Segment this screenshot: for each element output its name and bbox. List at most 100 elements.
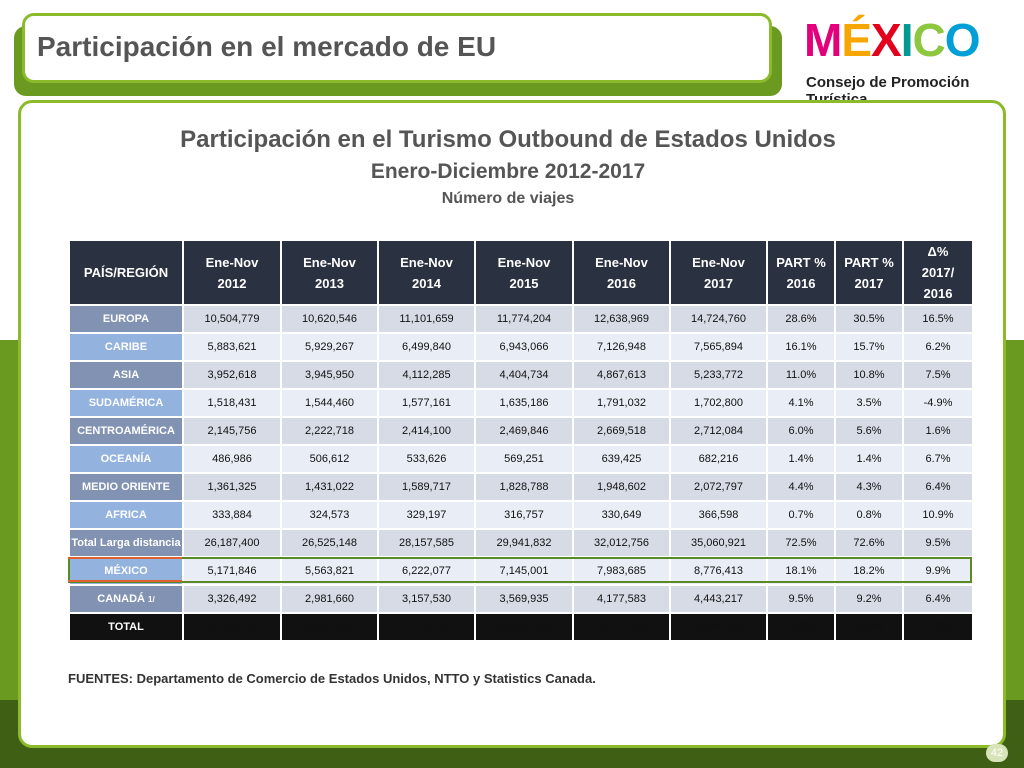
logo-letter: É: [841, 14, 872, 66]
value-cell: 1,828,788: [474, 472, 574, 502]
value-cell: 3,952,618: [182, 360, 282, 390]
table-row: AFRICA 333,884 324,573 329,197 316,757 330,64…: [68, 500, 974, 530]
value-cell: 10,620,546: [280, 304, 379, 334]
source-note: FUENTES: Departamento de Comercio de Est…: [68, 671, 596, 686]
value-cell: 3,569,935: [474, 584, 574, 614]
value-cell: 1,431,022: [280, 472, 379, 502]
value-cell: 11,101,659: [377, 304, 476, 334]
value-cell: 2,072,797: [669, 472, 768, 502]
value-cell: 639,425: [572, 444, 671, 474]
region-cell: OCEANÍA: [68, 444, 184, 474]
value-cell: 2,669,518: [572, 416, 671, 446]
value-cell: 1.6%: [902, 416, 974, 446]
value-cell: 5,563,821: [280, 556, 379, 586]
value-cell: 32,012,756: [572, 528, 671, 558]
value-cell: 6.7%: [902, 444, 974, 474]
value-cell: 18.1%: [766, 556, 836, 586]
header-2016: Ene-Nov 2016: [572, 239, 671, 306]
value-cell: 2,222,718: [280, 416, 379, 446]
value-cell: 506,612: [280, 444, 379, 474]
value-cell: 2,712,084: [669, 416, 768, 446]
table-row: ASIA 3,952,618 3,945,950 4,112,285 4,404,734…: [68, 360, 974, 390]
logo-letter: O: [944, 14, 981, 66]
value-cell: 72.5%: [766, 528, 836, 558]
value-cell: 0.7%: [766, 500, 836, 530]
value-cell: 12,638,969: [572, 304, 671, 334]
value-cell: 1,948,602: [572, 472, 671, 502]
title-box: Participación en el mercado de EU: [22, 13, 772, 83]
value-cell: 329,197: [377, 500, 476, 530]
table-row: CANADÁ 1/3,326,492 2,981,660 3,157,530 3,56…: [68, 584, 974, 614]
value-cell: 30.5%: [834, 304, 904, 334]
value-cell: 4,177,583: [572, 584, 671, 614]
value-cell: 5,233,772: [669, 360, 768, 390]
header-delta: Δ% 2017/2016: [902, 239, 974, 306]
value-cell: 18.2%: [834, 556, 904, 586]
value-cell: 1,518,431: [182, 388, 282, 418]
value-cell: 1.4%: [834, 444, 904, 474]
region-cell: SUDAMÉRICA: [68, 388, 184, 418]
logo-letter: M: [804, 14, 842, 66]
value-cell: 3,157,530: [377, 584, 476, 614]
value-cell: 3,945,950: [280, 360, 379, 390]
value-cell: 5.6%: [834, 416, 904, 446]
value-cell: 0.8%: [834, 500, 904, 530]
page-number: 42: [986, 744, 1008, 762]
table-heading: Participación en el Turismo Outbound de …: [180, 126, 836, 153]
table-row: CENTROAMÉRICA 2,145,756 2,222,718 2,414,100…: [68, 416, 974, 446]
region-cell: AFRICA: [68, 500, 184, 530]
value-cell: 6.0%: [766, 416, 836, 446]
value-cell: 1.4%: [766, 444, 836, 474]
value-cell: 4,867,613: [572, 360, 671, 390]
value-cell: 330,649: [572, 500, 671, 530]
region-cell: CARIBE: [68, 332, 184, 362]
value-cell: 2,469,846: [474, 416, 574, 446]
slide-title: Participación en el mercado de EU: [37, 31, 497, 62]
value-cell: 7,565,894: [669, 332, 768, 362]
value-cell: 28.6%: [766, 304, 836, 334]
value-cell: 16.1%: [766, 332, 836, 362]
value-cell: 9.3%: [902, 612, 974, 642]
value-cell: 8,776,413: [669, 556, 768, 586]
mexico-underline-top: [68, 557, 182, 559]
value-cell: 11.0%: [766, 360, 836, 390]
value-cell: 324,573: [280, 500, 379, 530]
value-cell: 10,504,779: [182, 304, 282, 334]
value-cell: 1,589,717: [377, 472, 476, 502]
logo-letter: X: [871, 14, 902, 66]
table-row: Total Larga distancia 26,187,400 26,525,14…: [68, 528, 974, 558]
value-cell: 72.6%: [834, 528, 904, 558]
value-cell: 5,929,267: [280, 332, 379, 362]
value-cell: 569,251: [474, 444, 574, 474]
value-cell: 1,702,800: [669, 388, 768, 418]
value-cell: 9.2%: [834, 584, 904, 614]
value-cell: 9.5%: [902, 528, 974, 558]
value-cell: 9.9%: [902, 556, 974, 586]
header-2013: Ene-Nov 2013: [280, 239, 379, 306]
value-cell: 4,443,217: [669, 584, 768, 614]
value-cell: 28,157,585: [377, 528, 476, 558]
value-cell: 14,724,760: [669, 304, 768, 334]
value-cell: 35,060,921: [669, 528, 768, 558]
region-cell: TOTAL: [68, 612, 184, 642]
logo-letter: I: [900, 14, 914, 66]
value-cell: 5,883,621: [182, 332, 282, 362]
mexico-underline-bottom: [68, 580, 182, 582]
value-cell: 3.5%: [834, 388, 904, 418]
value-cell: 2,981,660: [280, 584, 379, 614]
value-cell: 366,598: [669, 500, 768, 530]
mexico-logo: MÉXICO Consejo de Promoción Turística: [802, 10, 1022, 108]
value-cell: 2,414,100: [377, 416, 476, 446]
value-cell: 6,499,840: [377, 332, 476, 362]
value-cell: 4,404,734: [474, 360, 574, 390]
table-unit: Número de viajes: [441, 190, 575, 207]
value-cell: 11,774,204: [474, 304, 574, 334]
value-cell: 486,986: [182, 444, 282, 474]
value-cell: 7,126,948: [572, 332, 671, 362]
region-cell: Total Larga distancia: [68, 528, 184, 558]
value-cell: 4.1%: [766, 388, 836, 418]
region-cell: MEDIO ORIENTE: [68, 472, 184, 502]
header-2015: Ene-Nov 2015: [474, 239, 574, 306]
value-cell: 48,280,551: [669, 612, 768, 642]
value-cell: 7.5%: [902, 360, 974, 390]
